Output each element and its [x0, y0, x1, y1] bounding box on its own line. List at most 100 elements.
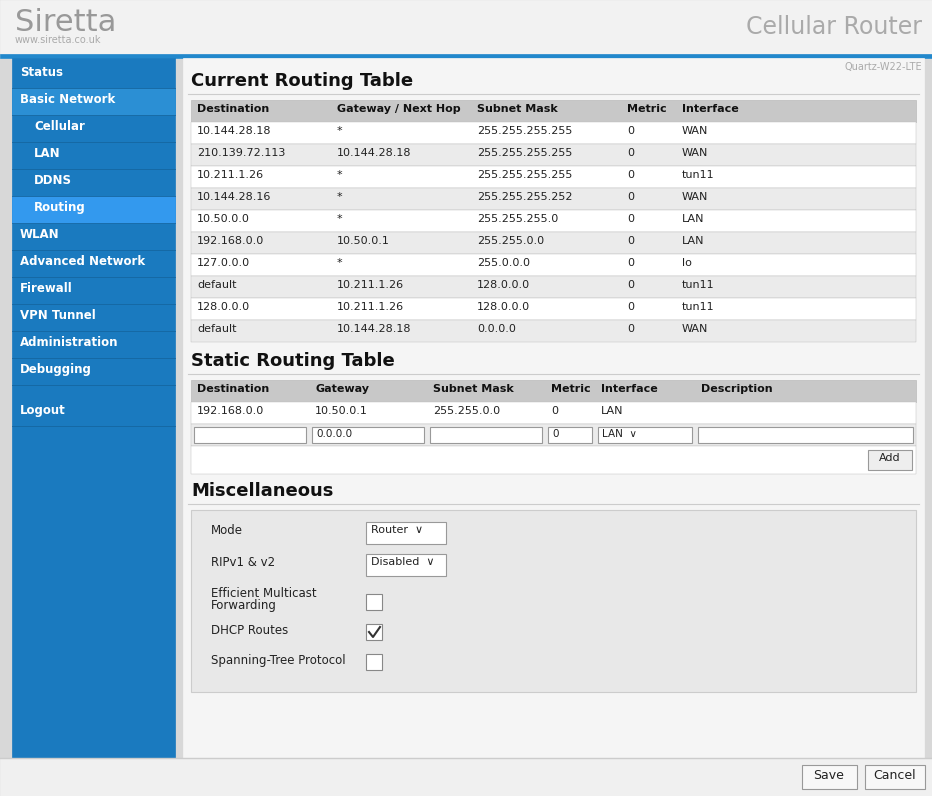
- Bar: [868, 450, 912, 470]
- Text: 255.255.255.255: 255.255.255.255: [477, 126, 572, 136]
- Text: Current Routing Table: Current Routing Table: [191, 72, 413, 90]
- Text: lo: lo: [682, 258, 692, 268]
- Bar: [12, 58, 175, 758]
- Text: Gateway: Gateway: [315, 384, 369, 394]
- Text: 0: 0: [551, 406, 558, 416]
- Bar: [191, 424, 916, 446]
- Text: Router  ∨: Router ∨: [371, 525, 423, 535]
- Text: 127.0.0.0: 127.0.0.0: [197, 258, 250, 268]
- Text: 210.139.72.113: 210.139.72.113: [197, 148, 285, 158]
- Bar: [0, 54, 932, 58]
- Text: WAN: WAN: [682, 148, 708, 158]
- Bar: [191, 254, 916, 276]
- Text: 10.144.28.18: 10.144.28.18: [337, 148, 412, 158]
- Text: Forwarding: Forwarding: [211, 599, 277, 612]
- Bar: [191, 402, 916, 424]
- Text: tun11: tun11: [682, 280, 715, 290]
- Text: *: *: [337, 214, 343, 224]
- Text: 10.144.28.18: 10.144.28.18: [197, 126, 271, 136]
- Text: 0: 0: [552, 429, 558, 439]
- Text: *: *: [337, 192, 343, 202]
- Text: Logout: Logout: [20, 404, 66, 417]
- Bar: [194, 427, 306, 443]
- Text: 255.255.255.0: 255.255.255.0: [477, 214, 558, 224]
- Bar: [698, 427, 913, 443]
- Text: WAN: WAN: [682, 126, 708, 136]
- Text: 0.0.0.0: 0.0.0.0: [477, 324, 516, 334]
- Text: 128.0.0.0: 128.0.0.0: [197, 302, 250, 312]
- Text: Firewall: Firewall: [20, 282, 73, 295]
- Text: tun11: tun11: [682, 302, 715, 312]
- Text: DHCP Routes: DHCP Routes: [211, 624, 288, 637]
- Bar: [366, 554, 446, 576]
- Text: Debugging: Debugging: [20, 363, 92, 376]
- Text: Advanced Network: Advanced Network: [20, 255, 145, 268]
- Text: Mode: Mode: [211, 524, 243, 537]
- Text: 10.50.0.0: 10.50.0.0: [197, 214, 250, 224]
- Text: 255.0.0.0: 255.0.0.0: [477, 258, 530, 268]
- Text: 0: 0: [627, 126, 634, 136]
- Text: LAN  ∨: LAN ∨: [602, 429, 637, 439]
- Bar: [12, 196, 175, 223]
- Text: Add: Add: [879, 453, 901, 463]
- Text: 255.255.255.252: 255.255.255.252: [477, 192, 572, 202]
- Text: RIPv1 & v2: RIPv1 & v2: [211, 556, 275, 569]
- Text: 255.255.255.255: 255.255.255.255: [477, 148, 572, 158]
- Bar: [191, 166, 916, 188]
- Text: WAN: WAN: [682, 324, 708, 334]
- Bar: [191, 446, 916, 474]
- Text: www.siretta.co.uk: www.siretta.co.uk: [15, 35, 102, 45]
- Text: 0: 0: [627, 280, 634, 290]
- Text: *: *: [337, 170, 343, 180]
- Text: tun11: tun11: [682, 170, 715, 180]
- Text: Disabled  ∨: Disabled ∨: [371, 557, 434, 567]
- Text: Basic Network: Basic Network: [20, 93, 116, 106]
- Text: Interface: Interface: [601, 384, 658, 394]
- Text: 0: 0: [627, 258, 634, 268]
- Text: LAN: LAN: [34, 147, 61, 160]
- Text: 128.0.0.0: 128.0.0.0: [477, 280, 530, 290]
- Text: Description: Description: [701, 384, 773, 394]
- Text: 192.168.0.0: 192.168.0.0: [197, 406, 265, 416]
- Bar: [548, 427, 592, 443]
- Text: 128.0.0.0: 128.0.0.0: [477, 302, 530, 312]
- Text: 192.168.0.0: 192.168.0.0: [197, 236, 265, 246]
- Bar: [802, 765, 857, 789]
- Bar: [191, 122, 916, 144]
- Text: 0: 0: [627, 302, 634, 312]
- Text: Cellular Router: Cellular Router: [746, 15, 922, 39]
- Text: default: default: [197, 280, 237, 290]
- Text: 0: 0: [627, 170, 634, 180]
- Bar: [598, 427, 692, 443]
- Text: default: default: [197, 324, 237, 334]
- Text: *: *: [337, 126, 343, 136]
- Text: 10.211.1.26: 10.211.1.26: [197, 170, 264, 180]
- Text: Routing: Routing: [34, 201, 86, 214]
- Text: 10.211.1.26: 10.211.1.26: [337, 302, 404, 312]
- Text: Spanning-Tree Protocol: Spanning-Tree Protocol: [211, 654, 346, 667]
- Text: 0: 0: [627, 148, 634, 158]
- Bar: [191, 144, 916, 166]
- Text: Gateway / Next Hop: Gateway / Next Hop: [337, 104, 460, 114]
- Text: 0: 0: [627, 214, 634, 224]
- Bar: [183, 58, 924, 758]
- Bar: [865, 765, 925, 789]
- Bar: [0, 758, 932, 796]
- Bar: [366, 654, 382, 670]
- Text: Subnet Mask: Subnet Mask: [433, 384, 514, 394]
- Text: WLAN: WLAN: [20, 228, 60, 241]
- Bar: [312, 427, 424, 443]
- Text: Cancel: Cancel: [873, 769, 916, 782]
- Bar: [191, 100, 916, 122]
- Text: 10.50.0.1: 10.50.0.1: [315, 406, 368, 416]
- Text: 0: 0: [627, 236, 634, 246]
- Bar: [191, 188, 916, 210]
- Text: Metric: Metric: [551, 384, 591, 394]
- Text: 10.50.0.1: 10.50.0.1: [337, 236, 390, 246]
- Text: Metric: Metric: [627, 104, 666, 114]
- Text: Save: Save: [814, 769, 844, 782]
- Text: Interface: Interface: [682, 104, 739, 114]
- Text: Destination: Destination: [197, 104, 269, 114]
- Text: Efficient Multicast: Efficient Multicast: [211, 587, 317, 600]
- Bar: [12, 88, 175, 115]
